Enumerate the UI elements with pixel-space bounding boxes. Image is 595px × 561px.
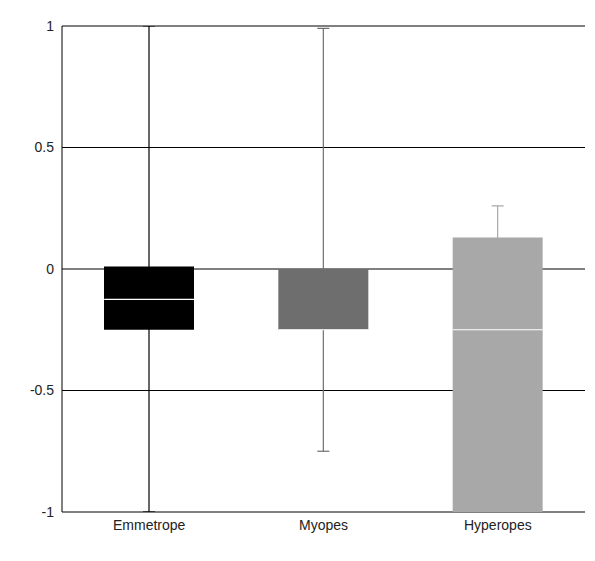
- svg-text:0: 0: [46, 261, 54, 277]
- svg-text:-0.5: -0.5: [30, 382, 54, 398]
- svg-text:Emmetrope: Emmetrope: [113, 517, 186, 533]
- svg-text:Hyperopes: Hyperopes: [464, 517, 532, 533]
- svg-text:1: 1: [46, 18, 54, 34]
- svg-text:Myopes: Myopes: [299, 517, 348, 533]
- svg-text:0.5: 0.5: [35, 139, 55, 155]
- svg-text:-1: -1: [42, 504, 55, 520]
